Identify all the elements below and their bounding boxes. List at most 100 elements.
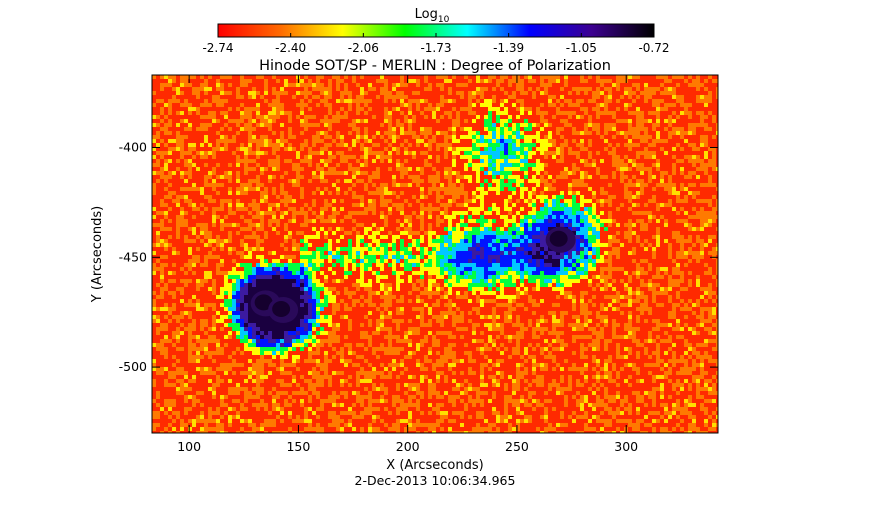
heatmap-cell bbox=[680, 183, 684, 187]
heatmap-cell bbox=[252, 159, 256, 163]
heatmap-cell bbox=[424, 247, 428, 251]
heatmap-cell bbox=[312, 279, 316, 283]
heatmap-cell bbox=[448, 179, 452, 183]
heatmap-cell bbox=[344, 179, 348, 183]
heatmap-cell bbox=[428, 231, 432, 235]
heatmap-cell bbox=[324, 99, 328, 103]
heatmap-cell bbox=[388, 291, 392, 295]
heatmap-cell bbox=[640, 303, 644, 307]
heatmap-cell bbox=[492, 163, 496, 167]
heatmap-cell bbox=[644, 295, 648, 299]
heatmap-cell bbox=[416, 255, 420, 259]
heatmap-cell bbox=[176, 139, 180, 143]
heatmap-cell bbox=[656, 327, 660, 331]
heatmap-cell bbox=[692, 251, 696, 255]
heatmap-cell bbox=[568, 123, 572, 127]
heatmap-cell bbox=[504, 243, 508, 247]
heatmap-cell bbox=[256, 207, 260, 211]
heatmap-cell bbox=[476, 155, 480, 159]
heatmap-cell bbox=[276, 335, 280, 339]
heatmap-cell bbox=[296, 103, 300, 107]
heatmap-cell bbox=[656, 99, 660, 103]
heatmap-cell bbox=[576, 219, 580, 223]
heatmap-cell bbox=[448, 235, 452, 239]
heatmap-cell bbox=[608, 95, 612, 99]
heatmap-cell bbox=[708, 95, 712, 99]
heatmap-cell bbox=[612, 163, 616, 167]
heatmap-cell bbox=[588, 123, 592, 127]
heatmap-cell bbox=[544, 123, 548, 127]
heatmap-cell bbox=[556, 303, 560, 307]
heatmap-cell bbox=[500, 175, 504, 179]
heatmap-cell bbox=[608, 271, 612, 275]
heatmap-cell bbox=[548, 199, 552, 203]
heatmap-cell bbox=[304, 75, 308, 79]
heatmap-cell bbox=[484, 135, 488, 139]
heatmap-cell bbox=[552, 259, 556, 263]
heatmap-cell bbox=[400, 175, 404, 179]
heatmap-cell bbox=[576, 267, 580, 271]
heatmap-cell bbox=[636, 163, 640, 167]
heatmap-cell bbox=[368, 323, 372, 327]
heatmap-cell bbox=[296, 283, 300, 287]
heatmap-cell bbox=[428, 163, 432, 167]
heatmap-cell bbox=[168, 139, 172, 143]
heatmap-cell bbox=[164, 303, 168, 307]
heatmap-cell bbox=[712, 311, 716, 315]
heatmap-cell bbox=[320, 91, 324, 95]
heatmap-cell bbox=[304, 279, 308, 283]
heatmap-cell bbox=[680, 243, 684, 247]
heatmap-cell bbox=[424, 107, 428, 111]
heatmap-cell bbox=[380, 151, 384, 155]
heatmap-cell bbox=[684, 107, 688, 111]
colorbar-ticks: -2.74 -2.40 -2.06 -1.73 -1.39 -1.05 -0.72 bbox=[202, 33, 670, 55]
heatmap-cell bbox=[420, 171, 424, 175]
heatmap-cell bbox=[472, 251, 476, 255]
heatmap-cell bbox=[620, 243, 624, 247]
heatmap-cell bbox=[668, 191, 672, 195]
heatmap-cell bbox=[700, 239, 704, 243]
heatmap-cell bbox=[340, 143, 344, 147]
heatmap-cell bbox=[180, 331, 184, 335]
heatmap-cell bbox=[304, 139, 308, 143]
heatmap-cell bbox=[568, 111, 572, 115]
heatmap-cell bbox=[268, 315, 272, 319]
heatmap-cell bbox=[408, 327, 412, 331]
heatmap-cell bbox=[416, 175, 420, 179]
heatmap-cell bbox=[672, 91, 676, 95]
heatmap-cell bbox=[288, 195, 292, 199]
heatmap-cell bbox=[460, 275, 464, 279]
heatmap-cell bbox=[612, 331, 616, 335]
heatmap-cell bbox=[432, 179, 436, 183]
heatmap-cell bbox=[628, 119, 632, 123]
heatmap-cell bbox=[512, 223, 516, 227]
heatmap-cell bbox=[520, 215, 524, 219]
heatmap-cell bbox=[324, 243, 328, 247]
heatmap-cell bbox=[480, 263, 484, 267]
heatmap-cell bbox=[520, 223, 524, 227]
heatmap-cell bbox=[160, 279, 164, 283]
heatmap-cell bbox=[396, 195, 400, 199]
heatmap-cell bbox=[628, 111, 632, 115]
heatmap-cell bbox=[476, 263, 480, 267]
heatmap-cell bbox=[476, 99, 480, 103]
heatmap-cell bbox=[452, 183, 456, 187]
heatmap-cell bbox=[596, 247, 600, 251]
heatmap-cell bbox=[360, 223, 364, 227]
heatmap-cell bbox=[584, 79, 588, 83]
heatmap-cell bbox=[524, 243, 528, 247]
heatmap-cell bbox=[636, 211, 640, 215]
heatmap-cell bbox=[500, 279, 504, 283]
heatmap-cell bbox=[612, 151, 616, 155]
heatmap-cell bbox=[400, 319, 404, 323]
heatmap-cell bbox=[676, 95, 680, 99]
heatmap-cell bbox=[300, 111, 304, 115]
heatmap-cell bbox=[540, 111, 544, 115]
heatmap-cell bbox=[568, 183, 572, 187]
heatmap-cell bbox=[432, 303, 436, 307]
heatmap-cell bbox=[312, 275, 316, 279]
heatmap-cell bbox=[156, 295, 160, 299]
heatmap-cell bbox=[568, 267, 572, 271]
heatmap-cell bbox=[252, 267, 256, 271]
heatmap-cell bbox=[668, 255, 672, 259]
